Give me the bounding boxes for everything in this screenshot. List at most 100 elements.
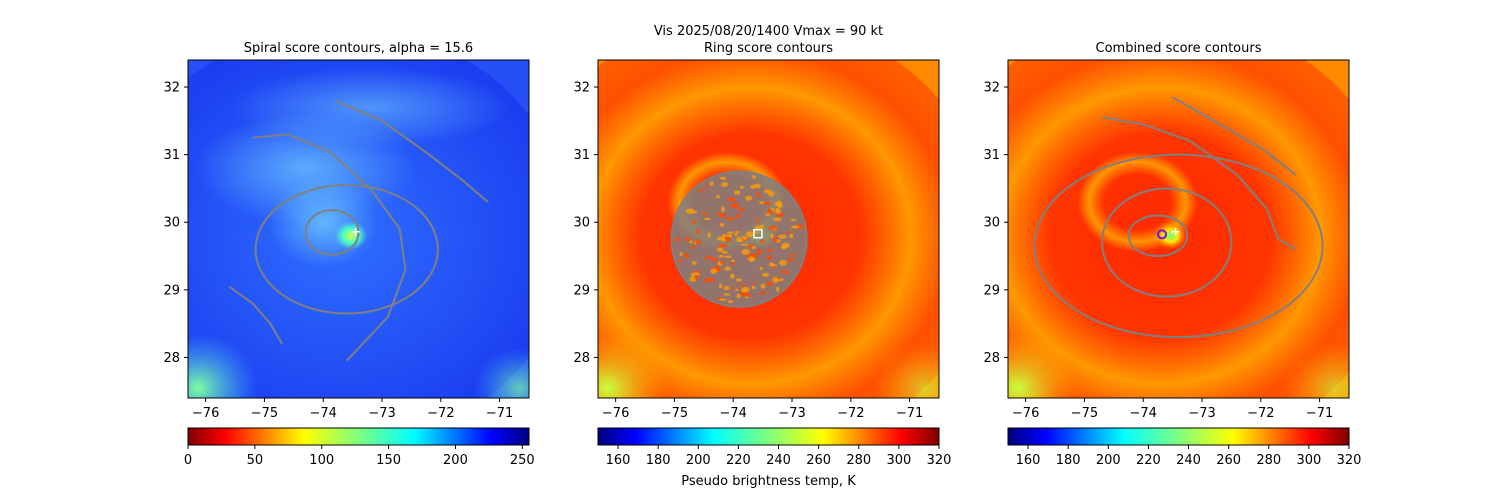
x-tick-label: −73 (368, 406, 395, 421)
contour-speckle (691, 220, 696, 225)
contour-speckle (736, 293, 741, 299)
contour-speckle (741, 286, 750, 293)
contour-speckle (769, 264, 778, 267)
contour-outer-arc (252, 133, 407, 362)
contour-speckle (718, 243, 728, 248)
contour-speckle (753, 183, 761, 189)
contour-speckle (770, 233, 774, 239)
contour-speckle (727, 216, 735, 221)
contour-speckle (707, 232, 711, 238)
contour-speckle (709, 181, 714, 187)
colorbar-tick-label: 320 (927, 453, 952, 468)
y-tick-label: 30 (163, 216, 180, 231)
x-tick-label: −74 (310, 406, 337, 421)
contour-speckle (698, 188, 703, 193)
contour-speckle (689, 246, 697, 249)
contour-speckle (731, 259, 735, 263)
axes-frame (1007, 59, 1350, 399)
panel-title: Combined score contours (1096, 41, 1262, 56)
contour-lines (228, 99, 489, 362)
y-tick-label: 32 (163, 81, 180, 96)
contour-speckle (779, 259, 788, 266)
center-square-marker (753, 228, 763, 239)
contour-speckle (790, 225, 800, 229)
contour-speckle (741, 249, 750, 255)
contour-speckle (679, 251, 683, 256)
y-tick-label: 30 (573, 216, 590, 231)
contour-middle (1101, 187, 1233, 298)
y-tick-label: 29 (573, 283, 590, 298)
contour-speckle (719, 260, 725, 265)
colorbar (188, 428, 529, 445)
contour-speckle (752, 175, 756, 179)
colorbar-tick-label: 160 (606, 453, 631, 468)
contour-speckle (678, 258, 683, 263)
contour-speckle (763, 189, 771, 194)
contour-speckle (724, 266, 731, 271)
y-tick-label: 29 (983, 283, 1000, 298)
contour-speckle (744, 293, 752, 297)
contour-speckle (780, 245, 787, 250)
colorbar-tick-label: 240 (766, 453, 791, 468)
contour-speckle (731, 286, 735, 290)
contour-speckle (734, 233, 738, 236)
contour-speckle (772, 276, 779, 283)
contour-speckle (724, 237, 732, 242)
contour-speckle (723, 286, 730, 291)
colorbar-tick-label: 0 (184, 453, 192, 468)
colorbar (1008, 428, 1349, 445)
colorbar-tick-label: 300 (1296, 453, 1321, 468)
colorbar-label: Pseudo brightness temp, K (681, 474, 856, 489)
contour-speckle (695, 239, 701, 245)
contour-speckle (759, 200, 765, 205)
contour-speckle (760, 290, 766, 296)
colorbar-tick-label: 280 (1256, 453, 1281, 468)
contour-speckle (727, 234, 733, 238)
contour-speckle (763, 201, 772, 206)
contour-speckle (710, 268, 718, 274)
contour-ne-arc (1172, 96, 1297, 176)
contour-speckle (712, 257, 718, 263)
y-tick-label: 28 (983, 351, 1000, 366)
contour-speckle (705, 184, 710, 188)
colorbar-tick-label: 50 (247, 453, 264, 468)
contour-speckle (770, 266, 777, 269)
contour-middle (254, 184, 439, 315)
contour-speckle (715, 212, 721, 215)
colorbar-tick-label: 150 (376, 453, 401, 468)
colorbar-frame (187, 427, 530, 446)
contour-speckle (741, 235, 748, 241)
axes-frame (597, 59, 940, 399)
x-tick-label: −75 (1071, 406, 1098, 421)
colorbar-frame (597, 427, 940, 446)
contour-speckle (730, 262, 735, 266)
colorbar-frame (1007, 427, 1350, 446)
contour-speckle (790, 218, 797, 222)
contour-speckle (755, 192, 761, 198)
y-tick-label: 32 (573, 81, 590, 96)
contour-speckle (730, 273, 735, 279)
contour-speckle (719, 176, 727, 180)
contour-speckle (739, 291, 746, 296)
contour-speckle (775, 286, 780, 292)
contour-speckle (766, 255, 773, 261)
x-tick-label: −71 (896, 406, 923, 421)
contour-speckle (789, 253, 796, 257)
contour-north-arc (1101, 116, 1297, 251)
x-tick-label: −72 (427, 406, 454, 421)
figure-suptitle-line1: Vis 2025/08/20/1400 Vmax = 90 kt (654, 24, 883, 39)
contour-speckle (767, 208, 772, 212)
contour-speckle (720, 182, 729, 187)
contour-speckle (734, 230, 740, 234)
contour-speckle (692, 261, 697, 265)
contour-speckle (721, 250, 729, 254)
contour-speckle (721, 206, 726, 213)
x-tick-label: −74 (1130, 406, 1157, 421)
contour-lines (670, 170, 808, 308)
colorbar-tick-label: 220 (726, 453, 751, 468)
contour-speckle (709, 277, 715, 283)
contour-speckle (738, 207, 744, 213)
panel-title: Spiral score contours, alpha = 15.6 (244, 41, 473, 56)
contour-inner (1127, 214, 1189, 258)
contour-speckle (765, 213, 771, 217)
